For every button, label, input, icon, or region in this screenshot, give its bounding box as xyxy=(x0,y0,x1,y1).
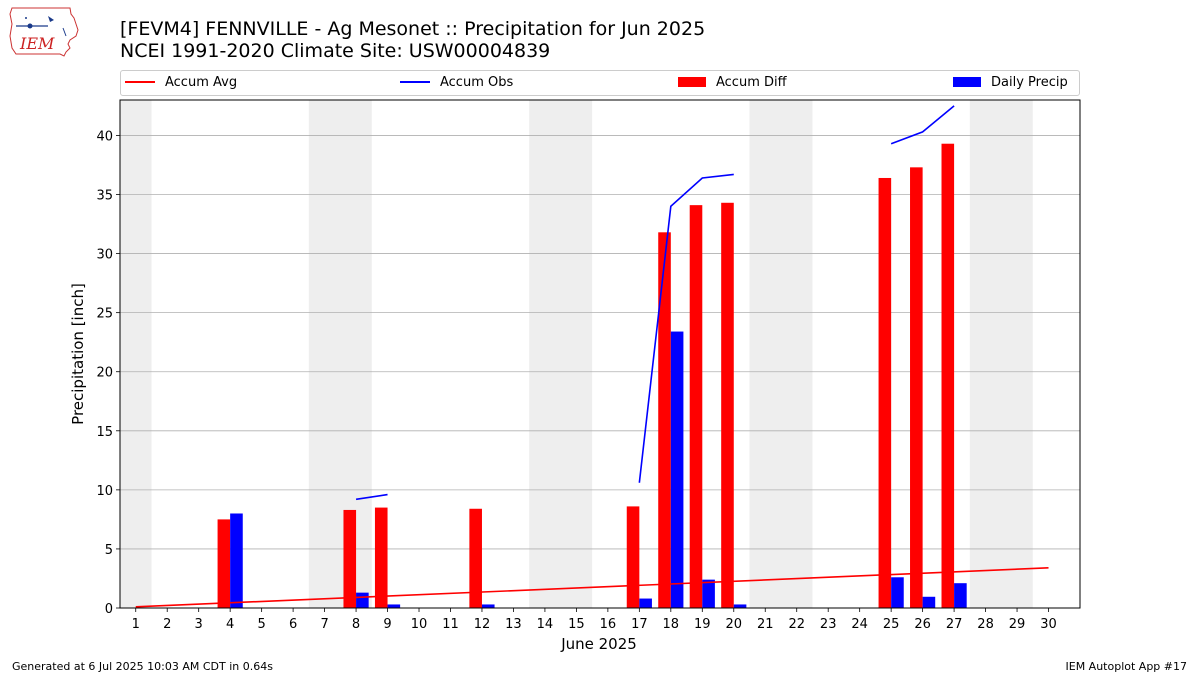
x-tick-label: 19 xyxy=(694,617,711,632)
y-tick-label: 40 xyxy=(96,129,113,144)
footer-generated-text: Generated at 6 Jul 2025 10:03 AM CDT in … xyxy=(12,660,273,673)
daily-precip-bar xyxy=(670,331,684,608)
legend-swatch-daily-precip xyxy=(953,76,981,87)
x-tick-label: 23 xyxy=(820,617,837,632)
accum-diff-bar xyxy=(910,167,923,608)
x-tick-label: 12 xyxy=(474,617,491,632)
legend-item-daily-precip: Daily Precip xyxy=(953,74,1068,92)
legend-item-accum-diff: Accum Diff xyxy=(678,74,787,92)
legend-swatch-accum-diff xyxy=(678,76,706,87)
daily-precip-bar xyxy=(954,583,967,608)
weekend-shade xyxy=(120,100,152,608)
y-tick-label: 10 xyxy=(96,484,113,499)
x-tick-label: 11 xyxy=(442,617,459,632)
legend: Accum Avg Accum Obs Accum Diff Daily Pre… xyxy=(120,70,1080,96)
y-tick-label: 20 xyxy=(96,366,113,381)
legend-label-accum-diff: Accum Diff xyxy=(716,75,787,90)
y-tick-label: 0 xyxy=(105,602,113,617)
y-axis-label: Precipitation [inch] xyxy=(69,283,87,425)
x-tick-label: 8 xyxy=(352,617,360,632)
x-tick-label: 25 xyxy=(883,617,900,632)
daily-precip-bar xyxy=(481,604,495,608)
x-tick-label: 4 xyxy=(226,617,234,632)
daily-precip-bar xyxy=(387,604,401,608)
weekend-shade xyxy=(749,100,813,608)
daily-precip-bar xyxy=(733,604,747,608)
x-tick-label: 27 xyxy=(946,617,963,632)
x-tick-label: 14 xyxy=(537,617,554,632)
legend-swatch-accum-avg xyxy=(125,80,155,83)
legend-swatch-accum-obs xyxy=(400,80,430,83)
accum-obs-line xyxy=(890,105,955,145)
accum-avg-line xyxy=(135,567,1049,608)
legend-label-accum-obs: Accum Obs xyxy=(440,75,514,90)
x-tick-label: 5 xyxy=(257,617,265,632)
daily-precip-bar xyxy=(230,513,243,608)
y-tick-label: 15 xyxy=(96,425,113,440)
accum-diff-bar xyxy=(626,506,640,608)
legend-item-accum-avg: Accum Avg xyxy=(125,74,237,92)
accum-obs-line xyxy=(638,173,734,483)
x-tick-label: 7 xyxy=(320,617,328,632)
daily-precip-bar xyxy=(639,598,652,608)
y-tick-label: 5 xyxy=(105,543,113,558)
plot-frame xyxy=(119,99,1081,609)
legend-label-daily-precip: Daily Precip xyxy=(991,75,1068,90)
iem-logo: IEM xyxy=(9,7,79,57)
weekend-shade xyxy=(308,100,372,608)
x-tick-label: 1 xyxy=(132,617,140,632)
x-tick-label: 17 xyxy=(631,617,648,632)
chart-subtitle: NCEI 1991-2020 Climate Site: USW00004839 xyxy=(120,40,551,62)
x-tick-label: 13 xyxy=(505,617,522,632)
x-tick-label: 9 xyxy=(383,617,391,632)
logo-text: IEM xyxy=(19,34,55,53)
x-tick-label: 15 xyxy=(568,617,585,632)
chart-title: [FEVM4] FENNVILLE - Ag Mesonet :: Precip… xyxy=(120,18,706,40)
accum-diff-bar xyxy=(878,177,892,608)
accum-diff-bar xyxy=(217,519,231,608)
accum-diff-bar xyxy=(374,507,388,608)
x-tick-label: 2 xyxy=(163,617,171,632)
daily-precip-bar xyxy=(891,577,904,608)
daily-precip-bar xyxy=(356,592,369,608)
y-tick-label: 25 xyxy=(96,307,113,322)
x-tick-label: 6 xyxy=(289,617,297,632)
daily-precip-bar xyxy=(922,596,936,608)
x-tick-label: 10 xyxy=(411,617,428,632)
x-tick-label: 24 xyxy=(851,617,868,632)
x-tick-label: 16 xyxy=(600,617,617,632)
accum-diff-bar xyxy=(343,509,357,608)
weekend-shade xyxy=(529,100,593,608)
x-tick-label: 20 xyxy=(725,617,742,632)
legend-item-accum-obs: Accum Obs xyxy=(400,74,513,92)
x-tick-label: 29 xyxy=(1009,617,1026,632)
x-tick-label: 3 xyxy=(195,617,203,632)
accum-diff-bar xyxy=(721,202,734,608)
y-tick-label: 30 xyxy=(96,248,113,263)
accum-obs-line xyxy=(355,493,388,501)
accum-diff-bar xyxy=(658,232,671,608)
accum-diff-bar xyxy=(469,508,482,608)
x-axis-label: June 2025 xyxy=(560,635,637,653)
accum-diff-bar xyxy=(689,205,703,609)
x-tick-label: 26 xyxy=(914,617,931,632)
accum-diff-bar xyxy=(941,143,955,609)
x-tick-label: 21 xyxy=(757,617,774,632)
x-tick-label: 22 xyxy=(788,617,805,632)
x-tick-label: 28 xyxy=(977,617,994,632)
y-tick-label: 35 xyxy=(96,189,113,204)
legend-label-accum-avg: Accum Avg xyxy=(165,75,238,90)
x-tick-label: 18 xyxy=(663,617,680,632)
daily-precip-bar xyxy=(702,579,715,608)
weekend-shade xyxy=(969,100,1033,608)
footer-app-text: IEM Autoplot App #17 xyxy=(1065,660,1188,673)
x-tick-label: 30 xyxy=(1040,617,1057,632)
